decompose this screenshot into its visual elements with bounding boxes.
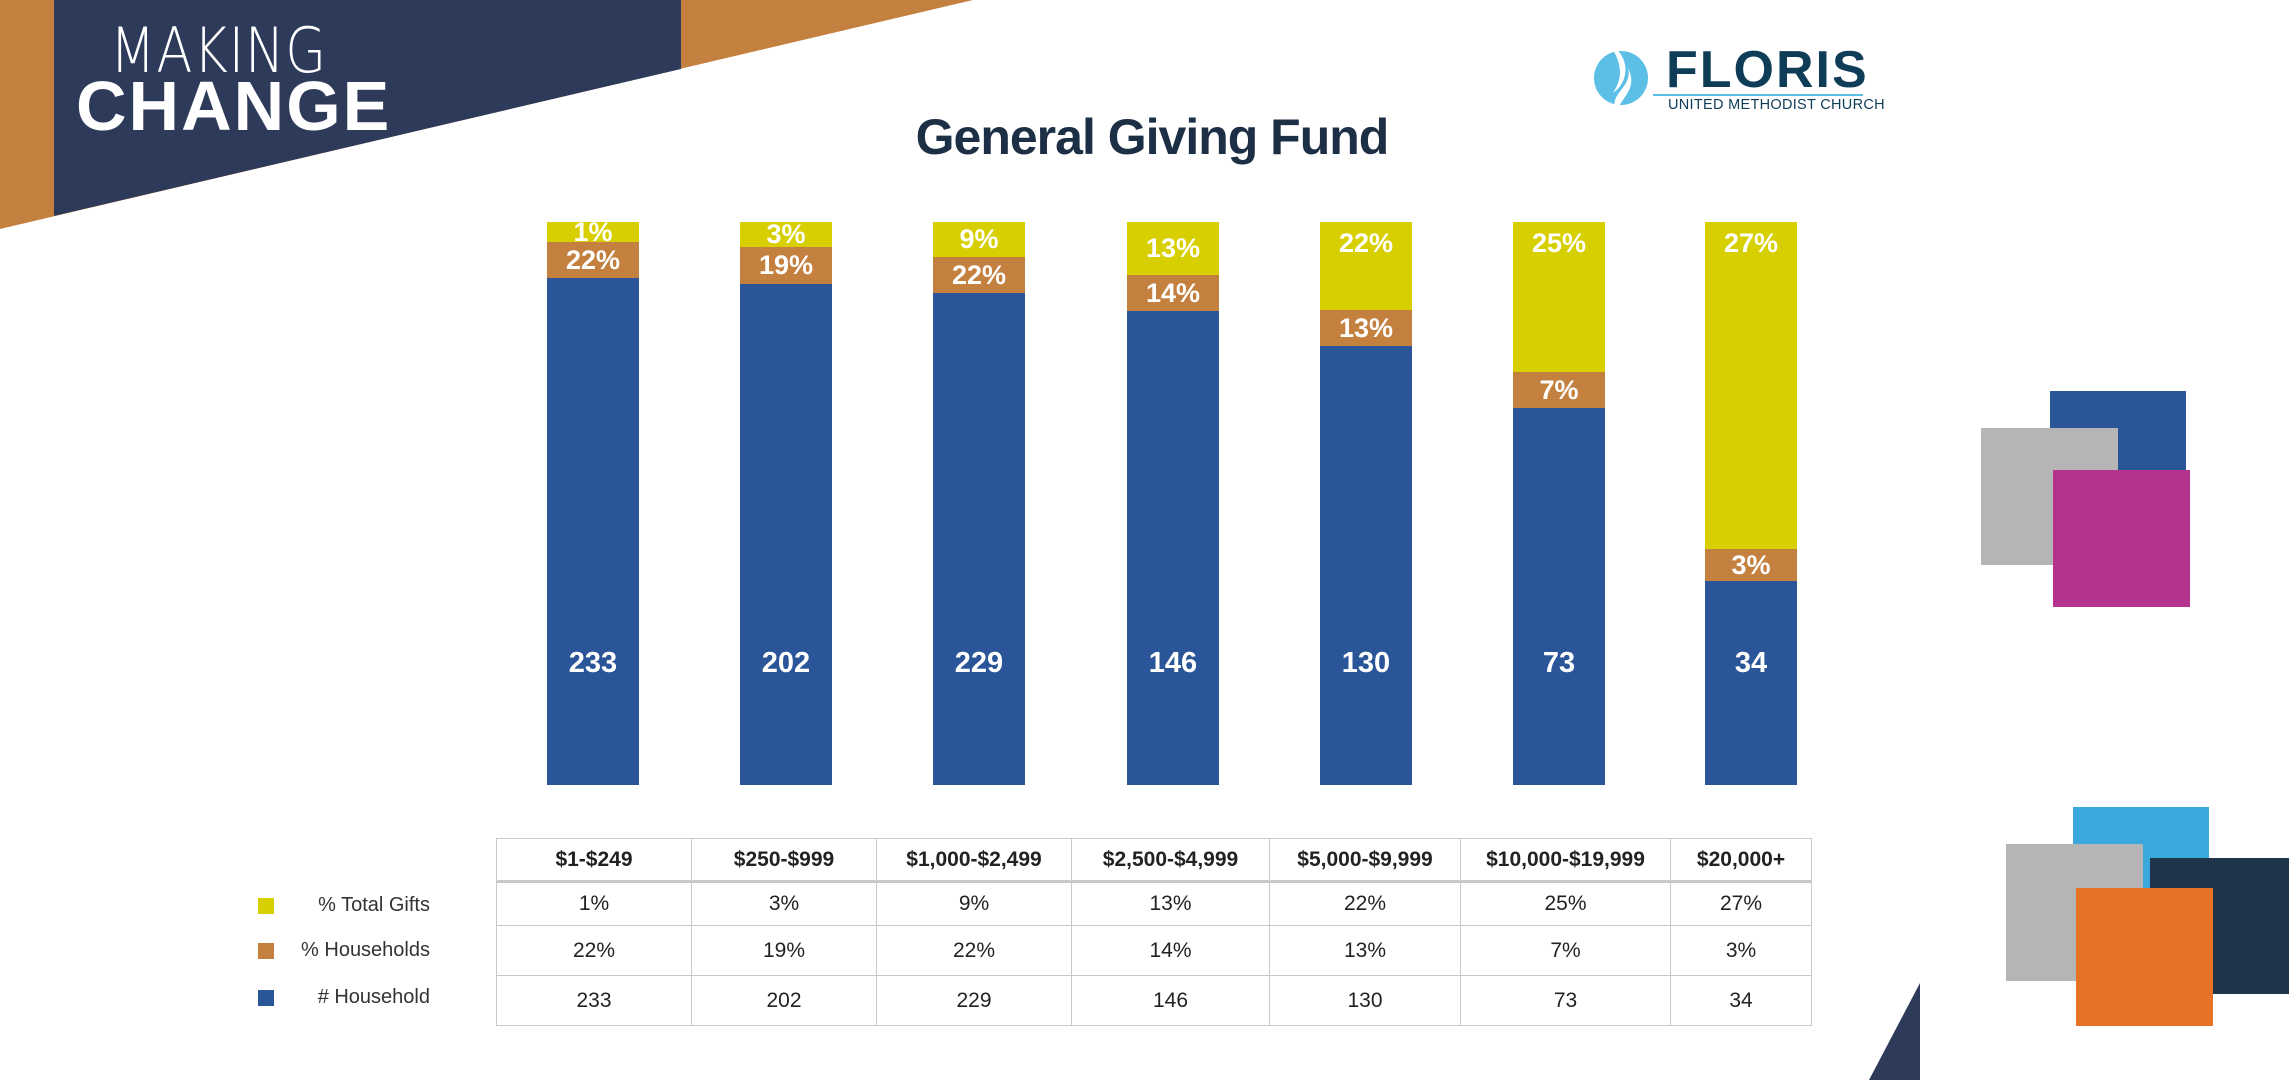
deco-triangle (1869, 983, 1920, 1080)
data-table: $1-$249 $250-$999 $1,000-$2,499 $2,500-$4,9… (496, 838, 1812, 1026)
table-cell: 146 (1071, 975, 1270, 1026)
table-row: 233 202 229 146 130 73 34 (496, 975, 1812, 1026)
table-header-cell: $1,000-$2,499 (876, 838, 1072, 883)
bar-segment-total-gifts: 9% (933, 222, 1025, 257)
bar-segment-households-pct: 3% (1705, 549, 1797, 581)
chart-title: General Giving Fund (915, 109, 1390, 165)
logo-change: CHANGE (76, 67, 392, 145)
bar-segment-total-gifts: 3% (740, 219, 832, 249)
table-cell: 130 (1269, 975, 1461, 1026)
table-cell: 9% (876, 881, 1072, 926)
table-cell: 3% (1670, 925, 1812, 976)
legend-swatch (258, 989, 274, 1006)
bar-label-households-count: 73 (1542, 647, 1576, 679)
logo-divider (1653, 94, 1863, 96)
legend-households-count: # Household (258, 986, 430, 1009)
legend-label: % Households (301, 939, 430, 961)
table-header-cell: $5,000-$9,999 (1269, 838, 1461, 883)
table-cell: 229 (876, 975, 1072, 1026)
table-cell: 27% (1670, 881, 1812, 926)
bar-4: 130 13% 22% (1320, 222, 1412, 785)
table-header-cell: $250-$999 (691, 838, 877, 883)
table-cell: 13% (1071, 881, 1270, 926)
table-header-cell: $20,000+ (1670, 838, 1812, 883)
table-cell: 73 (1460, 975, 1671, 1026)
bar-segment-households-count (740, 284, 832, 785)
bar-segment-households-pct: 14% (1127, 275, 1219, 311)
bar-segment-households-count (1320, 346, 1412, 785)
bar-segment-households-count (1127, 311, 1219, 785)
bar-segment-households-pct: 19% (740, 247, 832, 284)
bar-2: 229 22% 9% (933, 222, 1025, 785)
bar-6: 34 3% 27% (1705, 222, 1797, 785)
bar-segment-households-count (1705, 581, 1797, 785)
banner-graphic (0, 0, 973, 229)
bar-segment-total-gifts: 27% (1705, 222, 1797, 549)
table-cell: 14% (1071, 925, 1270, 976)
table-cell: 7% (1460, 925, 1671, 976)
bar-label-households-count: 202 (761, 647, 811, 679)
bar-5: 73 7% 25% (1513, 222, 1605, 785)
bar-segment-households-pct: 22% (547, 242, 639, 278)
table-header-cell: $1-$249 (496, 838, 692, 883)
floris-flame-icon (1594, 42, 1648, 112)
table-cell: 1% (496, 881, 692, 926)
table-cell: 22% (496, 925, 692, 976)
table-cell: 3% (691, 881, 877, 926)
bar-segment-households-pct: 22% (933, 257, 1025, 293)
table-header-cell: $10,000-$19,999 (1460, 838, 1671, 883)
bar-3: 146 14% 13% (1127, 222, 1219, 785)
table-header-row: $1-$249 $250-$999 $1,000-$2,499 $2,500-$4,9… (496, 838, 1812, 883)
church-subtitle: UNITED METHODIST CHURCH (1668, 97, 1885, 113)
bar-label-households-count: 34 (1734, 647, 1768, 679)
deco-square-orange (2076, 888, 2213, 1026)
bar-label-households-count: 130 (1341, 647, 1391, 679)
bar-label-households-count: 233 (568, 647, 618, 679)
table-cell: 202 (691, 975, 877, 1026)
table-row: 1% 3% 9% 13% 22% 25% 27% (496, 881, 1812, 926)
table-row: 22% 19% 22% 14% 13% 7% 3% (496, 925, 1812, 976)
table-cell: 25% (1460, 881, 1671, 926)
bar-label-households-count: 146 (1148, 647, 1198, 679)
table-cell: 22% (1269, 881, 1461, 926)
bar-segment-total-gifts: 1% (547, 217, 639, 247)
table-cell: 233 (496, 975, 692, 1026)
banner-navy-shape (54, 0, 681, 216)
bar-segment-total-gifts: 22% (1320, 222, 1412, 310)
legend-label: % Total Gifts (318, 894, 430, 916)
bar-1: 202 19% 3% (740, 219, 832, 785)
legend-swatch (258, 897, 274, 914)
table-cell: 34 (1670, 975, 1812, 1026)
bar-segment-households-count (1513, 408, 1605, 785)
bar-segment-households-count (933, 293, 1025, 785)
bar-0: 233 22% 1% (547, 217, 639, 785)
table-cell: 19% (691, 925, 877, 976)
table-cell: 13% (1269, 925, 1461, 976)
table-cell: 22% (876, 925, 1072, 976)
bar-segment-households-count (547, 278, 639, 785)
logo-making: MAKING (110, 14, 327, 87)
deco-square-magenta (2053, 470, 2190, 607)
bar-segment-households-pct: 7% (1513, 372, 1605, 408)
bar-label-households-count: 229 (954, 647, 1004, 679)
bar-segment-total-gifts: 13% (1127, 222, 1219, 275)
legend-total-gifts: % Total Gifts (258, 894, 430, 917)
legend-households-pct: % Households (258, 939, 430, 962)
bar-segment-households-pct: 13% (1320, 310, 1412, 346)
legend-label: # Household (317, 986, 430, 1008)
legend-swatch (258, 942, 274, 959)
bar-segment-total-gifts: 25% (1513, 222, 1605, 372)
church-name: FLORIS (1666, 41, 1869, 99)
table-header-cell: $2,500-$4,999 (1071, 838, 1270, 883)
